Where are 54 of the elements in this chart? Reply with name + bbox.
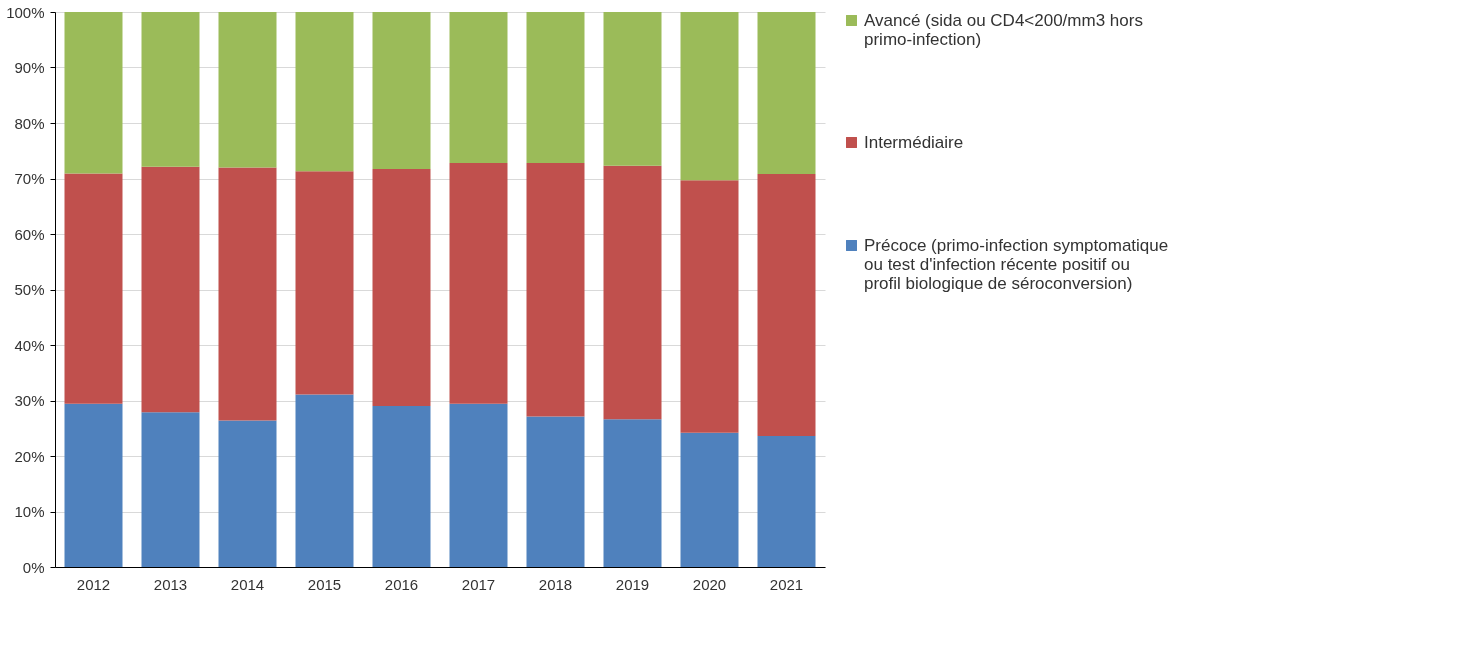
bar: [603, 419, 662, 567]
bar: [680, 12, 739, 181]
bar: [141, 12, 200, 167]
legend-label: Précoce (primo-infection symptomatique ou test d'infection récente positif ou profil biologique de séroconversion): [864, 235, 1169, 293]
bar: [757, 436, 816, 567]
bar: [64, 403, 123, 567]
bar: [449, 12, 508, 163]
y-tick-label: 20%: [14, 447, 45, 465]
y-tick-label: 30%: [14, 392, 45, 409]
y-tick-label: 80%: [14, 114, 45, 132]
bar: [64, 173, 123, 404]
x-tick-label: 2013: [153, 575, 188, 593]
bar: [449, 403, 508, 567]
x-tick-label: 2015: [307, 575, 342, 593]
x-tick-label: 2017: [461, 575, 496, 593]
bar: [372, 12, 431, 170]
bar: [757, 12, 816, 175]
bar: [295, 394, 354, 567]
y-tick-label: 0%: [22, 558, 45, 576]
bar: [526, 416, 585, 567]
legend-label: Avancé (sida ou CD4<200/mm3 hors primo-infection): [864, 10, 1143, 49]
y-tick-label: 100%: [6, 3, 45, 21]
y-tick-label: 50%: [14, 281, 45, 298]
bar: [141, 166, 200, 413]
y-tick-label: 60%: [14, 225, 45, 243]
y-tick-label: 40%: [14, 336, 45, 354]
bar: [218, 167, 277, 421]
y-tick-label: 70%: [14, 170, 45, 187]
bar: [680, 180, 739, 433]
bar: [680, 432, 739, 567]
x-tick-label: 2019: [615, 575, 650, 593]
x-tick-label: 2016: [384, 575, 419, 593]
bar: [603, 12, 662, 166]
bar: [64, 12, 123, 174]
x-tick-label: 2014: [230, 575, 265, 593]
bar: [603, 165, 662, 420]
bar: [449, 162, 508, 404]
bar: [372, 169, 431, 407]
bar: [218, 420, 277, 567]
bar: [526, 162, 585, 417]
bar: [757, 174, 816, 437]
bar: [295, 12, 354, 172]
bar: [372, 406, 431, 567]
bar: [295, 171, 354, 395]
x-tick-label: 2021: [769, 575, 804, 593]
bar: [141, 412, 200, 567]
legend-label: Intermédiaire: [864, 132, 964, 152]
y-tick-label: 90%: [14, 59, 45, 76]
x-tick-label: 2012: [76, 575, 111, 593]
y-tick-label: 10%: [14, 503, 45, 520]
bar: [526, 12, 585, 163]
bar: [218, 12, 277, 168]
x-tick-label: 2020: [692, 575, 727, 593]
x-tick-label: 2018: [538, 575, 573, 593]
